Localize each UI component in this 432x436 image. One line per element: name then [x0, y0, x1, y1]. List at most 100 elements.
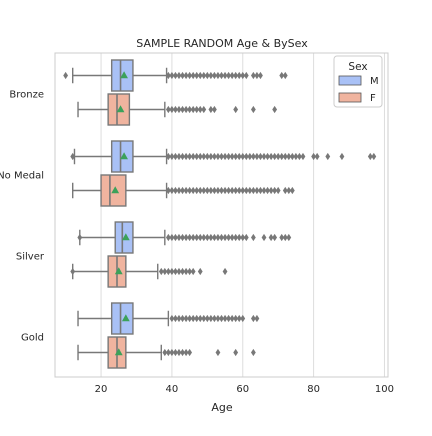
box-group-gold-f — [77, 336, 256, 369]
x-tick-label-80: 80 — [307, 384, 320, 395]
outlier-no-medal-f-28 — [265, 186, 270, 195]
outlier-no-medal-m-31 — [272, 152, 278, 161]
legend-title: Sex — [348, 61, 367, 73]
outlier-silver-f-8 — [183, 267, 189, 276]
outlier-no-medal-m-7 — [187, 152, 193, 161]
outlier-no-medal-m-29 — [265, 152, 270, 161]
box-gold-m — [110, 302, 134, 335]
outlier-no-medal-f-13 — [212, 186, 217, 195]
mean-marker-no-medal-f — [111, 186, 120, 194]
legend-label-m: M — [370, 76, 379, 87]
boxes-layer — [63, 59, 377, 369]
outlier-bronze-m-9 — [194, 71, 200, 80]
outlier-gold-f-6 — [183, 348, 189, 357]
outlier-bronze-f-14 — [250, 105, 256, 114]
outlier-no-medal-f-34 — [289, 186, 295, 195]
outlier-no-medal-f-9 — [197, 186, 203, 195]
outlier-no-medal-f-30 — [272, 186, 278, 195]
outlier-no-medal-m-22 — [240, 152, 246, 161]
outlier-bronze-m-25 — [254, 71, 260, 80]
mean-marker-bronze-m — [120, 71, 128, 79]
outlier-no-medal-f-1 — [169, 186, 175, 195]
outlier-gold-m-22 — [254, 314, 260, 323]
outlier-silver-m-4 — [176, 233, 182, 242]
outlier-gold-m-14 — [219, 314, 224, 323]
outlier-gold-m-12 — [212, 314, 217, 323]
outlier-no-medal-m-19 — [229, 152, 235, 161]
outlier-bronze-f-9 — [197, 105, 203, 114]
outlier-no-medal-f-11 — [204, 186, 210, 195]
outlier-gold-m-18 — [233, 314, 239, 323]
outlier-no-medal-m-1 — [165, 152, 171, 161]
outlier-bronze-f-2 — [173, 105, 178, 114]
outlier-no-medal-m-34 — [282, 152, 288, 161]
outlier-no-medal-f-3 — [176, 186, 182, 195]
outlier-silver-m-17 — [222, 233, 228, 242]
outlier-silver-m-20 — [233, 233, 239, 242]
outlier-bronze-m-22 — [240, 71, 246, 80]
box-group-silver-m — [77, 221, 292, 254]
outlier-no-medal-f-32 — [282, 186, 288, 195]
outlier-silver-m-1 — [165, 233, 171, 242]
outlier-gold-m-4 — [183, 314, 189, 323]
box-group-bronze-f — [77, 93, 278, 126]
outlier-no-medal-f-10 — [201, 186, 207, 195]
outlier-silver-m-22 — [240, 233, 246, 242]
outlier-bronze-m-8 — [190, 71, 196, 80]
outlier-no-medal-m-42 — [325, 152, 331, 161]
outlier-bronze-f-10 — [201, 105, 207, 114]
outlier-silver-m-16 — [219, 233, 224, 242]
outlier-no-medal-m-30 — [268, 152, 274, 161]
outlier-gold-m-2 — [176, 314, 182, 323]
outlier-no-medal-f-24 — [250, 186, 256, 195]
y-tick-label-gold: Gold — [21, 333, 44, 344]
outlier-no-medal-f-17 — [226, 186, 231, 195]
box-group-gold-m — [77, 302, 260, 335]
outlier-no-medal-m-25 — [250, 152, 256, 161]
outlier-bronze-m-21 — [236, 71, 242, 80]
outlier-no-medal-f-33 — [286, 186, 292, 195]
outlier-gold-m-11 — [208, 314, 214, 323]
outlier-bronze-m-5 — [180, 71, 185, 80]
outlier-no-medal-m-45 — [371, 152, 377, 161]
outlier-no-medal-m-32 — [275, 152, 281, 161]
outlier-bronze-m-23 — [243, 71, 249, 80]
outlier-silver-m-25 — [261, 233, 267, 242]
outlier-no-medal-f-22 — [243, 186, 249, 195]
outlier-gold-m-5 — [187, 314, 193, 323]
mean-marker-bronze-f — [116, 105, 125, 113]
outlier-gold-m-17 — [229, 314, 235, 323]
outlier-silver-f-4 — [169, 267, 175, 276]
outlier-gold-m-21 — [250, 314, 256, 323]
outlier-no-medal-m-13 — [208, 152, 214, 161]
outlier-gold-m-0 — [169, 314, 175, 323]
outlier-no-medal-f-6 — [187, 186, 193, 195]
outlier-silver-f-9 — [187, 267, 193, 276]
outlier-bronze-f-15 — [272, 105, 278, 114]
outlier-no-medal-f-4 — [180, 186, 185, 195]
outlier-silver-m-23 — [243, 233, 249, 242]
legend-swatch-f — [338, 92, 362, 103]
outlier-silver-m-28 — [279, 233, 285, 242]
outlier-bronze-f-5 — [183, 105, 189, 114]
outlier-no-medal-m-23 — [243, 152, 249, 161]
outlier-bronze-m-6 — [183, 71, 189, 80]
outlier-silver-m-11 — [201, 233, 207, 242]
outlier-gold-m-16 — [226, 314, 231, 323]
outlier-gold-m-20 — [240, 314, 246, 323]
outlier-silver-f-2 — [162, 267, 168, 276]
outlier-no-medal-m-17 — [222, 152, 228, 161]
outlier-silver-m-10 — [197, 233, 203, 242]
outlier-silver-f-0 — [70, 267, 76, 276]
outlier-silver-m-29 — [282, 233, 288, 242]
outlier-no-medal-m-20 — [233, 152, 239, 161]
outlier-no-medal-m-8 — [190, 152, 196, 161]
outlier-silver-m-12 — [204, 233, 210, 242]
mean-marker-silver-f — [114, 267, 123, 275]
outlier-bronze-m-19 — [229, 71, 235, 80]
outlier-gold-f-5 — [180, 348, 185, 357]
outlier-silver-f-5 — [173, 267, 178, 276]
outlier-silver-m-3 — [173, 233, 178, 242]
outlier-no-medal-m-24 — [247, 152, 253, 161]
outlier-bronze-f-8 — [194, 105, 200, 114]
